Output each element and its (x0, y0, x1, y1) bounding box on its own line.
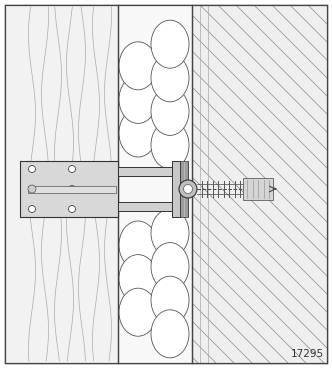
Circle shape (29, 185, 36, 192)
Circle shape (68, 205, 75, 212)
Circle shape (179, 180, 197, 198)
Bar (118, 5, 192, 363)
Ellipse shape (119, 221, 157, 269)
Ellipse shape (119, 42, 157, 90)
Ellipse shape (151, 243, 189, 291)
Ellipse shape (151, 121, 189, 169)
Circle shape (68, 166, 75, 173)
Ellipse shape (151, 54, 189, 102)
Bar (118, 202, 172, 211)
Ellipse shape (119, 109, 157, 157)
Circle shape (184, 184, 193, 194)
Ellipse shape (119, 75, 157, 123)
Bar (172, 161, 180, 217)
Bar (180, 161, 188, 217)
Ellipse shape (151, 87, 189, 135)
Ellipse shape (119, 255, 157, 302)
Circle shape (29, 166, 36, 173)
Bar (5, 5, 118, 363)
Ellipse shape (119, 288, 157, 336)
Ellipse shape (151, 209, 189, 257)
Circle shape (29, 205, 36, 212)
Text: 17295: 17295 (291, 349, 324, 359)
Circle shape (28, 185, 36, 193)
Bar (118, 167, 172, 176)
Ellipse shape (151, 276, 189, 324)
Ellipse shape (151, 310, 189, 358)
Bar (192, 5, 327, 363)
Circle shape (68, 185, 75, 192)
Bar (243, 178, 273, 200)
Bar (20, 161, 118, 217)
Ellipse shape (151, 20, 189, 68)
Bar (28, 186, 116, 193)
